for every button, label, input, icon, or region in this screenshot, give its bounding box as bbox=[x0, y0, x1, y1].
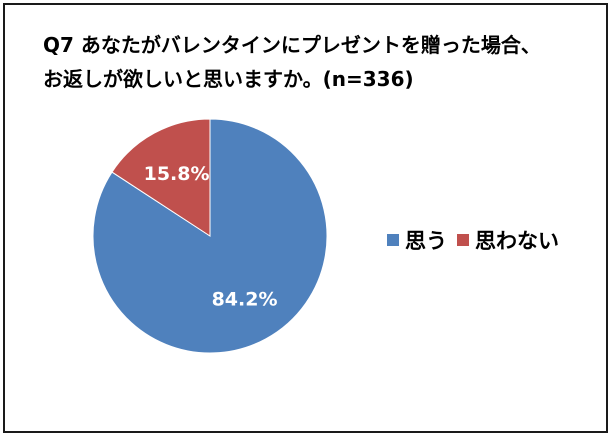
legend-swatch-omou bbox=[387, 234, 399, 246]
legend-item-omowanai: 思わない bbox=[457, 225, 559, 255]
legend-swatch-omowanai bbox=[457, 234, 469, 246]
legend-item-omou: 思う bbox=[387, 225, 447, 255]
legend: 思う 思わない bbox=[387, 225, 569, 255]
data-label-omou: 84.2% bbox=[212, 288, 278, 310]
legend-label-omowanai: 思わない bbox=[475, 225, 559, 255]
data-label-omowanai: 15.8% bbox=[144, 163, 210, 185]
legend-label-omou: 思う bbox=[405, 225, 447, 255]
